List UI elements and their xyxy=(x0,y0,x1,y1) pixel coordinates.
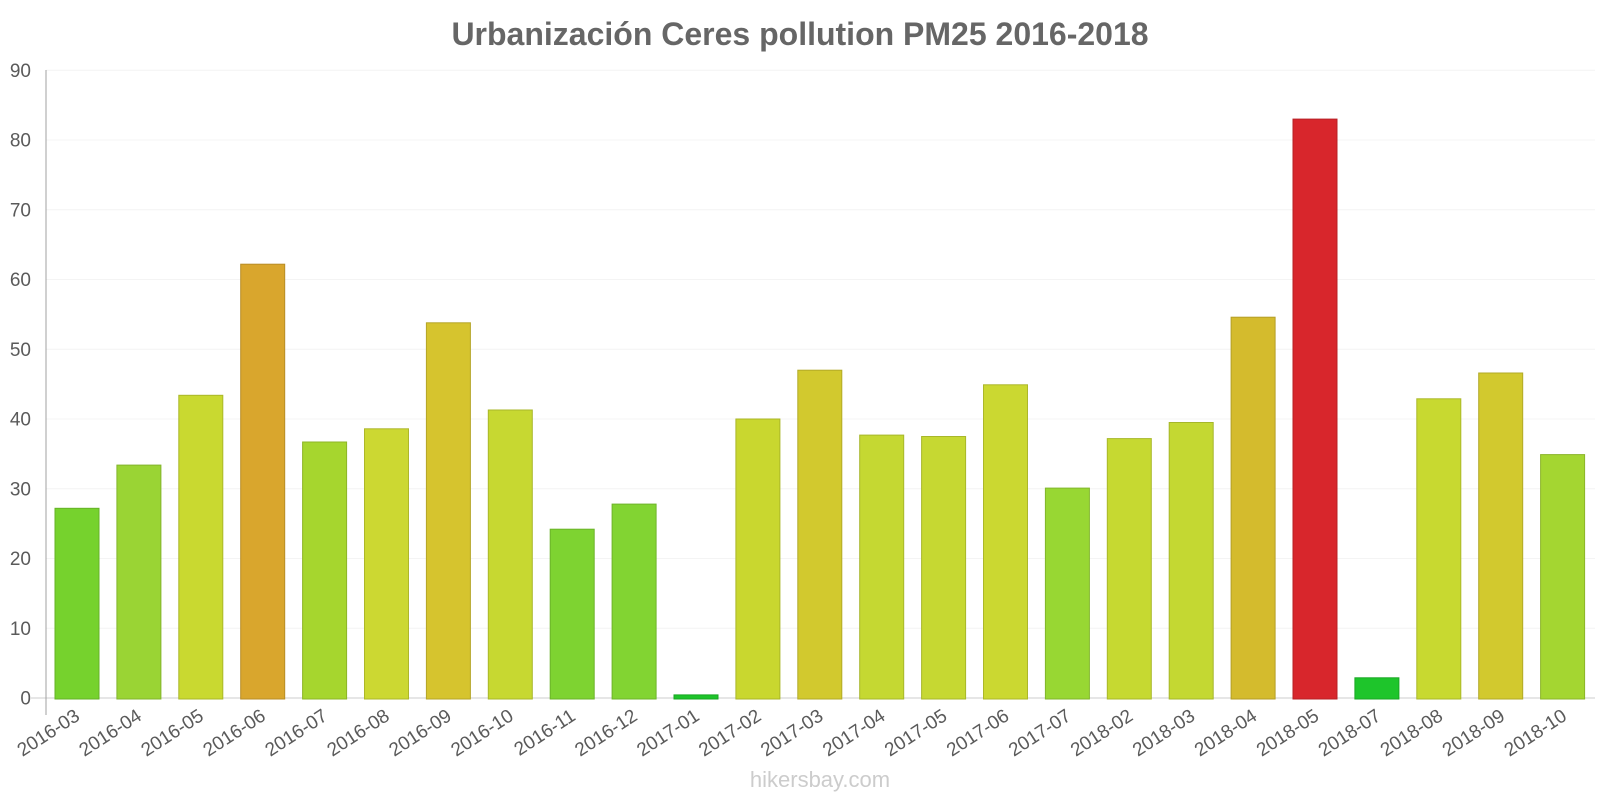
svg-text:30: 30 xyxy=(10,479,31,500)
svg-text:40: 40 xyxy=(10,410,31,431)
svg-text:60: 60 xyxy=(10,270,31,291)
svg-text:Urbanización Ceres pollution P: Urbanización Ceres pollution PM25 2016-2… xyxy=(451,16,1148,52)
svg-text:10: 10 xyxy=(10,619,31,640)
svg-text:80: 80 xyxy=(10,131,31,152)
svg-text:0: 0 xyxy=(20,689,31,710)
svg-text:90: 90 xyxy=(10,61,31,82)
svg-text:50: 50 xyxy=(10,340,31,361)
svg-text:70: 70 xyxy=(10,200,31,221)
svg-text:20: 20 xyxy=(10,549,31,570)
svg-text:hikersbay.com: hikersbay.com xyxy=(750,767,890,792)
